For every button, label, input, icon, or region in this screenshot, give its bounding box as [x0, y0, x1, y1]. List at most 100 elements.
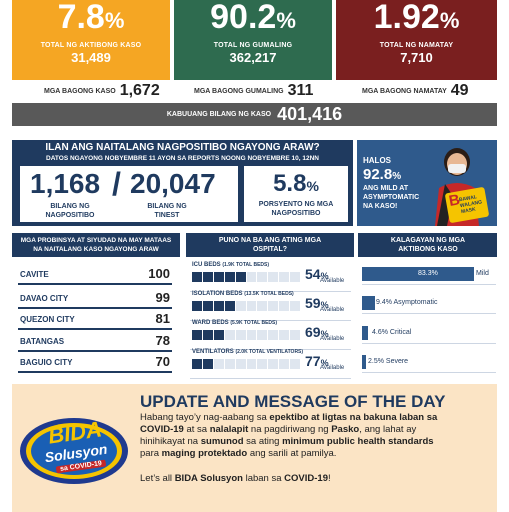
bar-segment — [202, 330, 213, 340]
bar-segment — [213, 301, 224, 311]
new-cases: MGA BAGONG KASO 1,672 — [44, 82, 160, 99]
deaths-card: 1.92% TOTAL NG NAMATAY 7,710 — [336, 0, 497, 80]
provinces-title: MGA PROBINSYA AT SIYUDAD NA MAY MATAAS N… — [20, 237, 172, 253]
hospital-item-ventilators: VENTILATORS (2.0K TOTAL VENTILATORS) 77%… — [190, 349, 351, 379]
bar-segment — [257, 301, 268, 311]
hospital-item-isolation: ISOLATION BEDS (13.5K TOTAL BEDS) 59% Av… — [190, 291, 351, 321]
bar-segment — [257, 272, 268, 282]
deaths-label: TOTAL NG NAMATAY — [379, 42, 454, 49]
bar-segment — [279, 272, 290, 282]
province-row: CAVITE 100 — [18, 264, 172, 285]
bar-segment — [290, 301, 301, 311]
bar-segment — [257, 330, 268, 340]
mild-text: ANG MILD AT ASYMPTOMATIC NA KASO! — [363, 185, 420, 210]
mild-panel: HALOS 92.8% ANG MILD AT ASYMPTOMATIC NA … — [357, 140, 497, 226]
province-row: BATANGAS 78 — [18, 331, 172, 352]
positive-tested-box: 1,168 / 20,047 BILANG NG NAGPOSITIBO BIL… — [20, 166, 238, 222]
severity-row: 2.5% Severe — [362, 351, 496, 373]
bar-segment — [279, 330, 290, 340]
bar-segment — [279, 301, 290, 311]
active-count: 31,489 — [71, 50, 111, 65]
slash: / — [112, 166, 121, 202]
hospitals-title: PUNO NA BA ANG ATING MGA OSPITAL? — [218, 237, 322, 253]
province-row: DAVAO CITY 99 — [18, 288, 172, 309]
bar-segment — [224, 272, 235, 282]
severity-fill — [362, 267, 474, 281]
total-cases-value: 401,416 — [277, 104, 343, 124]
recovered-label: TOTAL NG GUMALING — [213, 42, 293, 49]
active-label: TOTAL NG AKTIBONG KASO — [40, 42, 142, 49]
occupancy-bar — [192, 272, 301, 282]
positivity-rate-box: 5.8% PORSYENTO NG MGA NAGPOSITIBO — [244, 166, 348, 222]
mask-sign-text: BAWAL WALANG MASK — [458, 194, 483, 216]
bar-segment — [224, 330, 235, 340]
total-cases-bar: KABUUANG BILANG NG KASO 401,416 — [12, 103, 497, 126]
positivity-title: ILAN ANG NAITALANG NAGPOSITIBO NGAYONG A… — [45, 142, 320, 153]
bar-segment — [224, 359, 235, 369]
mild-value: 92.8 — [363, 166, 393, 183]
severity-header — [358, 233, 497, 257]
positivity-subtitle: DATOS NGAYONG NOBYEMBRE 11 AYON SA REPOR… — [46, 155, 319, 162]
provinces-header — [12, 233, 180, 257]
deaths-count: 7,710 — [400, 50, 433, 65]
message-title: UPDATE AND MESSAGE OF THE DAY — [140, 392, 446, 411]
severity-title: KALAGAYAN NG MGA AKTIBONG KASO — [390, 237, 466, 253]
hospital-item-icu: ICU BEDS (1.9K TOTAL BEDS) 54% Available — [190, 262, 351, 292]
bar-segment — [246, 330, 257, 340]
bar-segment — [213, 330, 224, 340]
severity-row: 9.4% Asymptomatic — [362, 292, 496, 314]
positive-label: BILANG NG NAGPOSITIBO — [45, 203, 95, 219]
new-recovered: MGA BAGONG GUMALING 311 — [194, 82, 314, 99]
bar-segment — [192, 272, 202, 282]
occupancy-bar — [192, 359, 301, 369]
province-row: QUEZON CITY 81 — [18, 309, 172, 330]
bar-segment — [246, 359, 257, 369]
bar-segment — [213, 359, 224, 369]
bar-segment — [192, 330, 202, 340]
bar-segment — [224, 301, 235, 311]
bar-segment — [268, 301, 279, 311]
severity-fill — [362, 326, 369, 340]
hospitals-header — [186, 233, 354, 257]
mild-prefix: HALOS — [363, 156, 391, 165]
bar-segment — [268, 272, 279, 282]
bar-segment — [268, 330, 279, 340]
recovered-percent: 90.2 — [210, 0, 277, 36]
province-row: BAGUIO CITY 70 — [18, 352, 172, 373]
bar-segment — [192, 359, 202, 369]
bar-segment — [213, 272, 224, 282]
severity-fill — [362, 296, 375, 310]
bar-segment — [235, 272, 246, 282]
severity-row: 4.6% Critical — [362, 322, 496, 344]
bar-segment — [202, 301, 213, 311]
hospital-item-ward: WARD BEDS (5.9K TOTAL BEDS) 69% Availabl… — [190, 320, 351, 350]
bar-segment — [290, 359, 301, 369]
active-percent: 7.8 — [57, 0, 105, 36]
bar-segment — [235, 301, 246, 311]
new-deaths: MGA BAGONG NAMATAY 49 — [362, 82, 469, 99]
bar-segment — [246, 301, 257, 311]
positive-count: 1,168 — [30, 168, 101, 199]
bar-segment — [279, 359, 290, 369]
bar-segment — [257, 359, 268, 369]
bar-segment — [235, 330, 246, 340]
bar-segment — [202, 359, 213, 369]
bar-segment — [192, 301, 202, 311]
occupancy-bar — [192, 301, 301, 311]
bar-segment — [290, 330, 301, 340]
tested-count: 20,047 — [130, 168, 216, 199]
bar-segment — [290, 272, 301, 282]
tested-label: BILANG NG TINEST — [147, 203, 187, 219]
bar-segment — [268, 359, 279, 369]
severity-fill — [362, 355, 366, 369]
recovered-card: 90.2% TOTAL NG GUMALING 362,217 — [174, 0, 332, 80]
message-closing: Let’s all BIDA Solusyon laban sa COVID-1… — [140, 473, 331, 484]
active-cases-card: 7.8% TOTAL NG AKTIBONG KASO 31,489 — [12, 0, 170, 80]
recovered-count: 362,217 — [229, 50, 277, 65]
rate-label: PORSYENTO NG MGA NAGPOSITIBO — [258, 201, 334, 217]
message-body: Habang tayo’y nag-aabang sa epektibo at … — [140, 412, 438, 459]
deaths-percent: 1.92 — [373, 0, 440, 36]
positivity-rate: 5.8 — [273, 170, 307, 197]
occupancy-bar — [192, 330, 301, 340]
severity-row: 83.3% Mild — [362, 263, 496, 285]
